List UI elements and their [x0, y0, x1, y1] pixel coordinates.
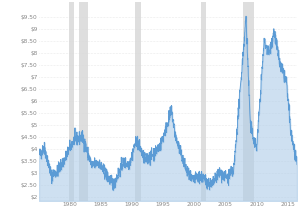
Bar	[79, 2, 88, 201]
Bar	[69, 2, 74, 201]
Bar	[135, 2, 141, 201]
Bar	[201, 2, 206, 201]
Bar	[243, 2, 254, 201]
